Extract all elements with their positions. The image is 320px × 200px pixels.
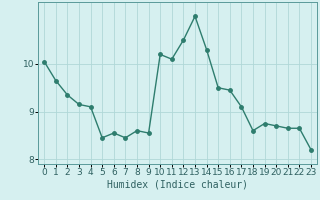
X-axis label: Humidex (Indice chaleur): Humidex (Indice chaleur) [107,180,248,190]
